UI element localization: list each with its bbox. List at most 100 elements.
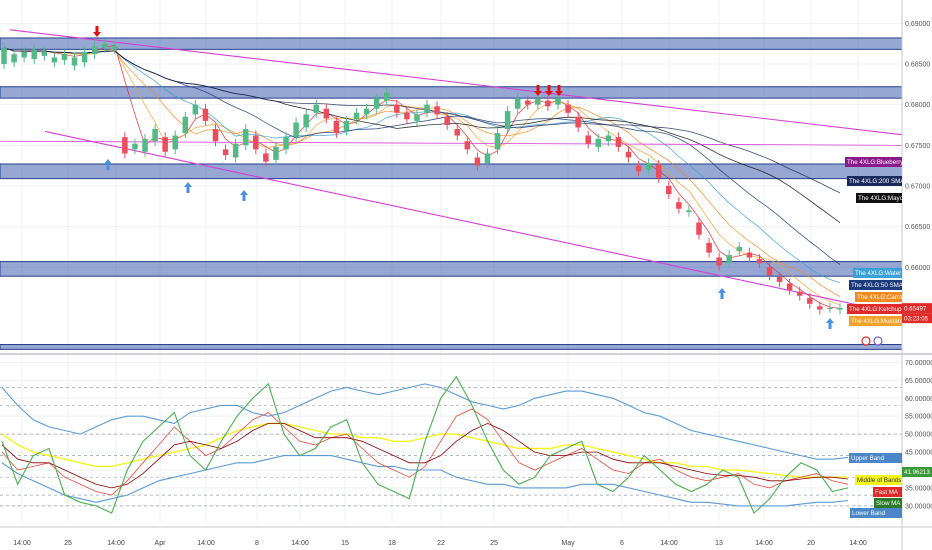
y-tick-label: 0.68500 <box>905 61 930 68</box>
candle-body <box>373 98 380 109</box>
resistance-support-zones <box>0 37 903 350</box>
series-lower-band <box>1 455 849 507</box>
candle-body <box>142 138 148 152</box>
up-arrow-icon <box>184 182 192 193</box>
candle-body <box>827 307 833 309</box>
series-label-text: Lower Band <box>852 510 886 517</box>
candle-body <box>525 100 531 105</box>
series-label-bg <box>874 498 902 508</box>
overlay-label-text: The 4XLG:Mustard <box>851 318 904 325</box>
overlay-label-carrot: The 4XLG:Carrot <box>855 292 904 302</box>
candle-body <box>11 54 17 63</box>
candle-body <box>676 202 682 209</box>
candle-body <box>645 163 652 170</box>
candle-body <box>343 120 350 131</box>
candle-body <box>303 114 309 128</box>
indicator-pane <box>0 375 902 514</box>
series-label-text: 41.96213 <box>904 469 930 476</box>
candle-body <box>514 98 521 109</box>
x-tick-label: 25 <box>64 540 72 547</box>
x-tick-label: 6 <box>620 540 624 547</box>
series-label-slow: Slow MA <box>874 498 902 508</box>
candle-body <box>424 104 430 113</box>
candle-body <box>807 298 813 304</box>
overlay-label-mayo: The 4XLG:Mayo <box>856 193 904 203</box>
candle-body <box>91 46 98 55</box>
price-zone <box>0 261 903 277</box>
up-arrow-icon <box>826 318 834 329</box>
candle-body <box>172 135 178 150</box>
candle-body <box>192 104 199 115</box>
candle-body <box>232 143 239 158</box>
moving-average-line <box>3 47 841 306</box>
candlesticks <box>1 38 843 315</box>
overlay-label-mustard: The 4XLG:Mustard <box>849 316 904 326</box>
x-tick-label: Apr <box>155 540 167 547</box>
overlay-label-bg <box>853 268 902 278</box>
candle-body <box>474 157 481 166</box>
series-label-upper: Upper Band <box>849 453 902 463</box>
series-label-text: Slow MA <box>876 500 901 507</box>
up-arrow-icon <box>104 159 112 170</box>
candle-body <box>796 291 803 296</box>
trend-channel <box>0 29 903 307</box>
y-tick-label: 0.67500 <box>905 143 930 150</box>
series-label-bg <box>902 467 932 477</box>
overlay-label-text: The 4XLG:Blueberry <box>847 159 904 166</box>
signal-arrows <box>93 26 834 329</box>
x-tick-label: 14:00 <box>13 540 31 547</box>
y-tick-label: 0.67000 <box>905 183 930 190</box>
y-tick-label: 0.69000 <box>905 21 930 28</box>
y-tick-label: 60.00000 <box>905 396 932 403</box>
y-tick-label: 70.00000 <box>905 360 932 367</box>
candle-body <box>41 51 48 56</box>
alert-icon[interactable] <box>861 336 871 346</box>
overlay-label-text: The 4XLG:200 SMA <box>849 178 905 185</box>
y-tick-label: 50.00000 <box>905 432 932 439</box>
overlay-label-bg <box>847 304 902 314</box>
x-tick-label: 22 <box>437 540 445 547</box>
candle-body <box>555 98 561 105</box>
overlay-label-ketchup: The 4XLG:Ketchup <box>847 304 902 314</box>
candle-body <box>182 116 189 134</box>
price-tags: The 4XLG:Blueberry The 4XLG:200 SMA The 4X… <box>845 157 932 518</box>
x-tick-label: 14:00 <box>849 540 867 547</box>
candle-body <box>31 49 37 60</box>
candle-body <box>162 137 168 152</box>
candle-body <box>655 164 662 178</box>
moving-averages <box>3 44 841 309</box>
candle-body <box>736 246 743 251</box>
down-arrow-icon <box>534 85 542 96</box>
series-label-text: Middle of Bands <box>857 477 901 484</box>
candle-body <box>504 111 511 130</box>
price-zone <box>0 163 903 180</box>
candle-body <box>394 104 400 113</box>
candle-body <box>776 277 783 282</box>
moving-average-line <box>3 47 841 194</box>
candle-body <box>333 120 340 134</box>
series-middle-of-bands <box>1 422 848 478</box>
candle-body <box>383 92 390 101</box>
y-tick-label: 30.00000 <box>905 503 932 510</box>
y-tick-label: 35.00000 <box>905 485 932 492</box>
candle-body <box>635 165 642 172</box>
series-label-text: Upper Band <box>851 455 885 462</box>
replay-icon[interactable] <box>873 336 883 346</box>
moving-average-line <box>3 47 841 265</box>
overlay-label-bg <box>855 292 902 302</box>
overlay-label-bg <box>849 280 902 290</box>
overlay-label-bg <box>845 157 902 167</box>
candle-body <box>363 108 370 115</box>
candle-body <box>222 149 229 156</box>
up-arrow-icon <box>718 288 726 299</box>
candle-body <box>202 108 209 121</box>
candle-body <box>353 112 360 120</box>
candle-body <box>71 57 78 66</box>
overlay-label-text: The 4XLG:50 SMA <box>851 282 904 289</box>
candle-body <box>101 43 108 48</box>
candle-body <box>293 122 299 138</box>
countdown-text: 03:23:05 <box>904 315 929 322</box>
candle-body <box>242 129 249 146</box>
candle-body <box>313 104 319 113</box>
